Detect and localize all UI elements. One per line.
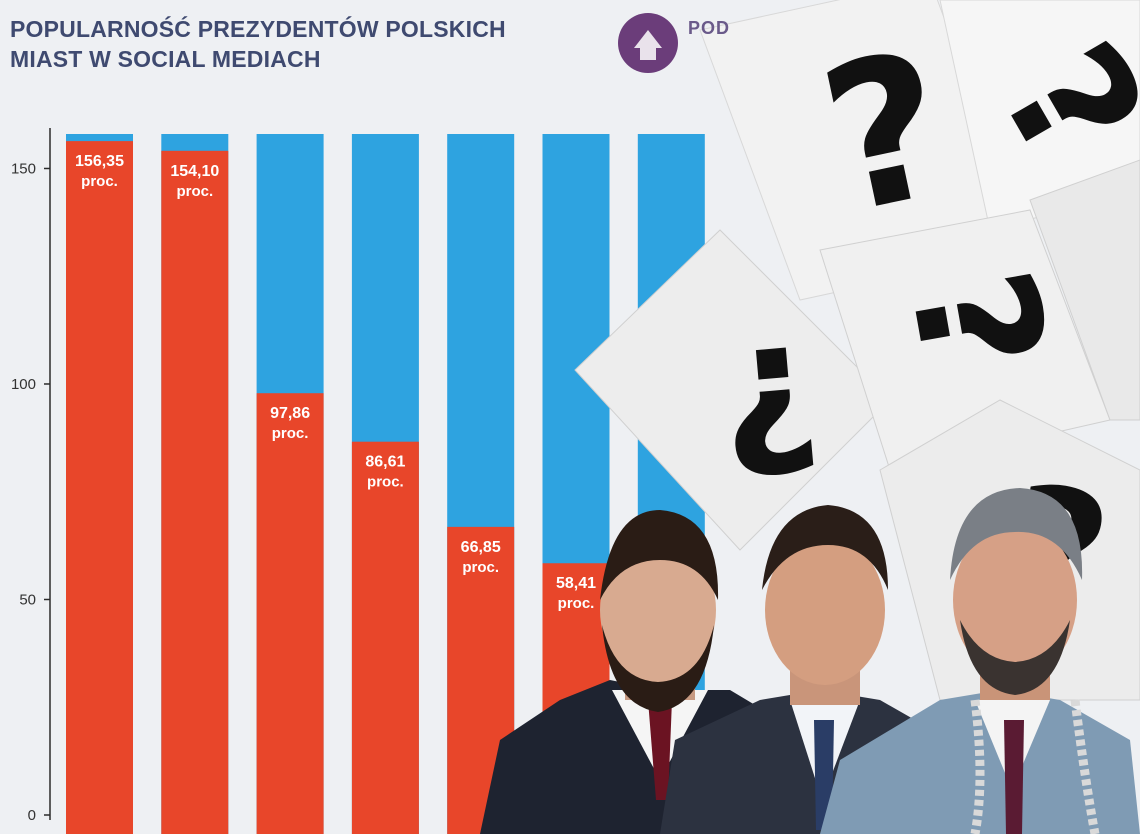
bar-unit-label: proc. xyxy=(81,173,118,190)
person-photo-right xyxy=(820,488,1140,834)
bar-value-label: 58,41 xyxy=(556,575,596,592)
bar-value-label: 66,85 xyxy=(461,539,501,556)
bar-value xyxy=(66,141,133,834)
publisher-logo xyxy=(618,13,678,73)
question-card-1: ? xyxy=(699,0,1031,301)
y-tick-label: 50 xyxy=(19,591,36,608)
y-tick-label: 150 xyxy=(11,160,36,177)
question-card-4: ? xyxy=(819,209,1111,471)
bar-value-label: 97,86 xyxy=(270,405,310,422)
publisher-logo-text: POD xyxy=(688,18,731,38)
question-card-3: ? xyxy=(574,229,891,551)
y-tick-label: 100 xyxy=(11,376,36,393)
chart-title-line-1: POPULARNOŚĆ PREZYDENTÓW POLSKICH xyxy=(10,16,506,42)
svg-text:?: ? xyxy=(713,304,829,510)
bar-value xyxy=(256,393,324,834)
chart-title-line-2: MIAST W SOCIAL MEDIACH xyxy=(10,46,321,72)
bar-unit-label: proc. xyxy=(176,183,213,200)
bar-unit-label: proc. xyxy=(367,474,404,491)
bar-value xyxy=(161,150,229,834)
bar-unit-label: proc. xyxy=(272,425,309,442)
chart-title: POPULARNOŚĆ PREZYDENTÓW POLSKICH MIAST W… xyxy=(10,14,610,74)
bar-value-label: 154,10 xyxy=(170,163,219,180)
question-card-5 xyxy=(1029,159,1140,421)
bar-value xyxy=(351,441,419,834)
y-tick-label: 0 xyxy=(28,807,36,824)
bar-value-label: 156,35 xyxy=(75,153,124,170)
bar-value-label: 86,61 xyxy=(365,454,405,471)
bar-unit-label: proc. xyxy=(462,559,499,576)
bar-unit-label: proc. xyxy=(558,595,595,612)
question-card-2: ? xyxy=(939,0,1140,231)
